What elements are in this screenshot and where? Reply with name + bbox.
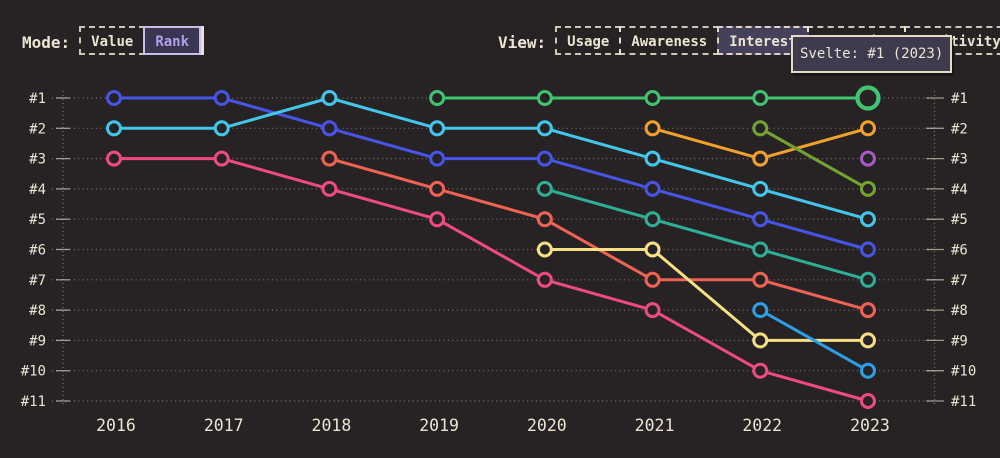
data-point-royal-blue[interactable] [106,90,122,106]
year-label: 2022 [742,416,782,435]
rank-label-right: #10 [951,364,976,380]
data-point-royal-blue[interactable] [536,150,553,167]
rank-label-left: #11 [21,394,46,410]
data-point-amber-orange[interactable] [644,120,661,137]
data-point-teal[interactable] [752,241,769,258]
data-point-olive-green[interactable] [859,180,876,197]
rank-label-left: #10 [21,364,46,380]
mode-buttons: Value Rank [79,26,202,59]
data-point-Svelte[interactable] [429,90,446,106]
highlighted-data-point-Svelte[interactable] [855,85,881,111]
data-point-Svelte[interactable] [644,90,661,106]
data-point-salmon[interactable] [429,180,446,197]
data-point-sky-blue[interactable] [752,302,769,319]
data-point-pink[interactable] [644,302,661,319]
rank-label-left: #6 [29,243,46,259]
data-point-cyan[interactable] [752,180,769,197]
mode-toggle-group: Mode: Value Rank [22,26,202,59]
rank-label-right: #3 [951,152,968,168]
data-point-cyan[interactable] [859,211,876,228]
series-line-sky-blue [758,308,870,373]
year-label: 2018 [312,416,352,435]
data-point-pink[interactable] [213,150,230,167]
data-point-royal-blue[interactable] [644,180,661,197]
data-point-cyan[interactable] [321,90,338,106]
rank-label-left: #9 [29,333,46,349]
rank-label-left: #3 [29,152,46,168]
data-point-cyan[interactable] [213,120,230,137]
year-label: 2016 [96,416,136,435]
series-line-olive-green [758,126,870,191]
data-point-cyan[interactable] [429,120,446,137]
series-line-pink [112,157,870,403]
tooltip-text: Svelte: #1 (2023) [800,46,944,62]
data-point-teal[interactable] [536,180,553,197]
rank-label-left: #5 [29,212,46,228]
data-point-royal-blue[interactable] [859,241,876,258]
rank-label-right: #9 [951,333,968,349]
year-label: 2020 [527,416,567,435]
data-point-pink[interactable] [429,211,446,228]
data-point-teal[interactable] [644,211,661,228]
year-label: 2021 [635,416,675,435]
rank-label-right: #6 [951,243,968,259]
rank-label-left: #8 [29,303,46,319]
data-point-royal-blue[interactable] [429,150,446,167]
data-point-Svelte[interactable] [536,90,553,106]
data-point-salmon[interactable] [536,211,553,228]
data-point-yellow[interactable] [536,241,553,258]
data-point-purple[interactable] [859,150,876,167]
data-point-amber-orange[interactable] [752,150,769,167]
data-point-teal[interactable] [859,271,876,288]
data-point-amber-orange[interactable] [859,120,876,137]
data-point-yellow[interactable] [752,332,769,349]
rank-label-right: #8 [951,303,968,319]
data-point-salmon[interactable] [321,150,338,167]
mode-label: Mode: [22,33,71,52]
data-point-salmon[interactable] [644,271,661,288]
view-label: View: [498,33,547,52]
data-point-cyan[interactable] [536,120,553,137]
rank-label-right: #7 [951,273,968,289]
data-point-olive-green[interactable] [752,120,769,137]
data-point-yellow[interactable] [644,241,661,258]
rank-label-left: #1 [29,91,46,107]
series-line-teal [543,187,870,282]
rank-label-right: #5 [951,212,968,228]
rank-label-left: #4 [29,182,46,198]
rank-label-right: #1 [951,91,968,107]
rank-label-right: #2 [951,121,968,137]
series-line-cyan [112,96,870,221]
data-point-pink[interactable] [321,180,338,197]
data-point-royal-blue[interactable] [213,90,230,106]
data-point-cyan[interactable] [644,150,661,167]
data-point-pink[interactable] [106,150,122,167]
data-point-salmon[interactable] [752,271,769,288]
data-point-sky-blue[interactable] [859,362,876,379]
mode-button-rank[interactable]: Rank [143,26,202,55]
data-point-royal-blue[interactable] [321,120,338,137]
data-point-royal-blue[interactable] [752,211,769,228]
data-point-pink[interactable] [859,393,876,409]
year-label: 2023 [850,416,890,435]
year-label: 2019 [419,416,459,435]
data-point-Svelte[interactable] [752,90,769,106]
series-line-salmon [327,157,870,312]
data-point-yellow[interactable] [859,332,876,349]
data-point-pink[interactable] [752,362,769,379]
rank-label-left: #2 [29,121,46,137]
series-line-royal-blue [112,96,870,251]
data-point-pink[interactable] [536,271,553,288]
data-point-cyan[interactable] [106,120,122,137]
rank-label-right: #11 [951,394,976,410]
rank-label-left: #7 [29,273,46,289]
tooltip: Svelte: #1 (2023) [791,35,953,73]
year-label: 2017 [204,416,244,435]
data-point-salmon[interactable] [859,302,876,319]
rank-label-right: #4 [951,182,968,198]
